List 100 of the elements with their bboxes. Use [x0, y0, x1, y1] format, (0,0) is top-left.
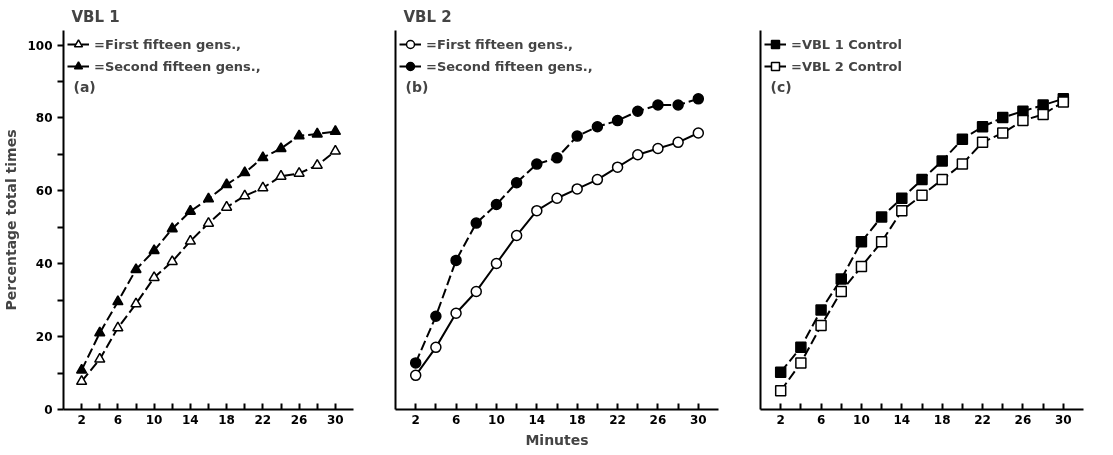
x-tick-label: 30 — [689, 412, 707, 427]
point — [311, 158, 323, 169]
point — [184, 234, 197, 245]
point — [795, 357, 807, 369]
point — [611, 161, 624, 173]
point — [815, 319, 827, 332]
point — [672, 99, 684, 111]
point — [257, 151, 269, 162]
point — [692, 93, 705, 105]
point — [166, 222, 178, 233]
point — [795, 341, 807, 354]
point — [94, 326, 106, 337]
y-tick-label: 20 — [35, 330, 53, 345]
x-tick-label: 30 — [327, 412, 344, 427]
point — [652, 99, 664, 111]
point — [692, 127, 705, 139]
y-tick-label: 0 — [44, 403, 53, 417]
point — [329, 124, 342, 136]
legend-label: =First fifteen gens., — [426, 36, 574, 52]
point — [672, 136, 684, 149]
y-tick-label: 100 — [27, 38, 53, 53]
point — [997, 127, 1009, 139]
point — [112, 295, 124, 306]
y-tick-label: 40 — [35, 257, 53, 272]
x-tick-label: 2 — [776, 412, 785, 427]
legend-label: =VBL 1 Control — [791, 36, 902, 52]
x-tick-label: 14 — [182, 412, 199, 427]
point — [166, 255, 178, 266]
point — [591, 173, 604, 186]
point — [148, 271, 160, 282]
point — [551, 152, 563, 164]
x-tick-label: 6 — [113, 412, 123, 427]
point — [409, 369, 422, 382]
point — [94, 352, 106, 363]
point — [571, 183, 583, 195]
text: (b) — [405, 78, 429, 95]
point — [632, 105, 644, 118]
point — [450, 254, 462, 267]
point — [916, 189, 928, 201]
point — [956, 158, 969, 170]
x-tick-label: 2 — [411, 412, 420, 427]
point — [112, 321, 124, 332]
legend-label: =VBL 2 Control — [791, 58, 902, 74]
point — [430, 341, 442, 354]
legend-label: =First fifteen gens., — [94, 36, 242, 52]
y-tick-label: 60 — [35, 184, 53, 199]
x-tick-label: 10 — [853, 412, 870, 427]
point — [409, 357, 422, 369]
point — [551, 192, 563, 204]
point — [202, 192, 215, 203]
point — [130, 297, 142, 308]
point — [591, 121, 604, 133]
point — [239, 189, 251, 200]
point — [450, 307, 462, 319]
point — [1037, 99, 1049, 111]
point — [510, 176, 523, 189]
x-axis-title: Minutes — [525, 431, 589, 448]
point — [275, 169, 287, 180]
point — [531, 158, 543, 170]
legend-label: =Second fifteen gens., — [94, 58, 261, 74]
point — [571, 130, 583, 142]
point — [774, 385, 787, 397]
point — [239, 166, 251, 177]
y-axis-title: Percentage total times — [3, 129, 20, 311]
x-tick-label: 22 — [974, 412, 991, 427]
point — [815, 304, 827, 316]
point — [936, 155, 948, 167]
point — [430, 310, 442, 323]
x-tick-label: 14 — [893, 412, 911, 427]
point — [976, 136, 989, 149]
point — [976, 121, 989, 133]
point — [257, 181, 269, 192]
point — [293, 129, 305, 140]
point — [510, 229, 523, 242]
text: (c) — [770, 78, 792, 95]
x-tick-label: 18 — [218, 412, 235, 427]
point — [896, 204, 908, 217]
annotation: (a) — [73, 78, 96, 95]
x-tick-label: 26 — [1014, 412, 1032, 427]
point — [75, 363, 88, 374]
point — [130, 263, 142, 274]
point — [1037, 108, 1049, 121]
point — [916, 173, 928, 186]
x-tick-label: 26 — [649, 412, 667, 427]
chart-title: VBL 2 — [403, 7, 452, 26]
x-tick-label: 14 — [528, 412, 546, 427]
x-tick-label: 2 — [77, 412, 86, 427]
point — [293, 166, 305, 177]
x-tick-label: 22 — [254, 412, 272, 427]
point — [148, 244, 160, 255]
x-tick-label: 18 — [933, 412, 951, 427]
point — [220, 200, 233, 211]
x-tick-label: 18 — [568, 412, 586, 427]
point — [311, 127, 323, 138]
x-tick-label: 6 — [451, 412, 461, 427]
point — [774, 366, 787, 378]
y-tick-label: 80 — [35, 111, 53, 126]
point — [75, 374, 88, 386]
point — [531, 204, 543, 217]
point — [875, 236, 888, 248]
